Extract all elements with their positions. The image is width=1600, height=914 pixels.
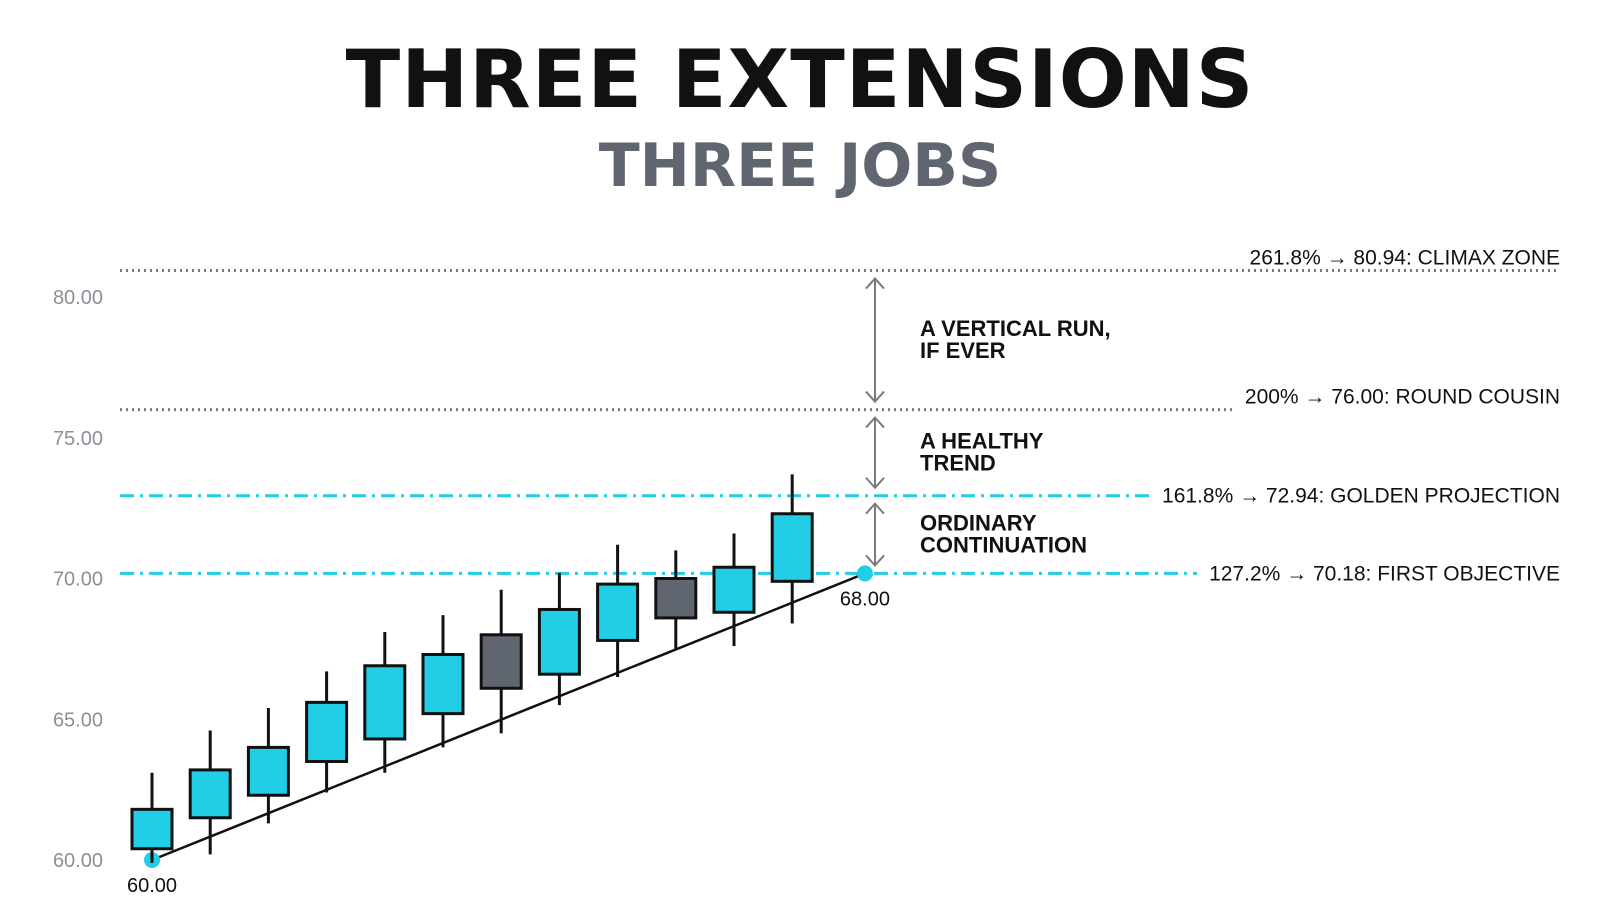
candle-body [421, 653, 465, 716]
candle-body [363, 664, 407, 741]
zone-arrow-head-down [865, 390, 885, 404]
candle-body [305, 700, 349, 763]
zone-label: IF EVER [920, 338, 1006, 363]
zone-arrow-head-up [865, 502, 885, 515]
zone-label: ORDINARY [920, 511, 1037, 536]
zone-label: CONTINUATION [920, 533, 1087, 558]
y-tick-label: 65.00 [53, 709, 103, 731]
y-tick-label: 60.00 [53, 850, 103, 872]
candle-body [246, 745, 290, 797]
zone-arrow-head-up [865, 277, 885, 290]
trend-end-label: 68.00 [840, 588, 890, 610]
zone-label: A VERTICAL RUN, [920, 316, 1111, 341]
y-tick-label: 70.00 [53, 569, 103, 591]
level-label: 161.8% → 72.94: GOLDEN PROJECTION [1162, 485, 1560, 508]
y-axis-ticks: 60.00 65.00 70.00 75.00 80.00 [53, 287, 103, 872]
candle-body [479, 633, 523, 690]
level-label: 127.2% → 70.18: FIRST OBJECTIVE [1209, 562, 1560, 585]
y-tick-label: 75.00 [53, 428, 103, 450]
trend-line [151, 572, 866, 862]
candle-body [188, 768, 232, 820]
chart-subtitle: THREE JOBS [598, 131, 1002, 201]
y-tick-label: 80.00 [53, 287, 103, 309]
candle-body [130, 807, 174, 851]
zone-arrow-head-up [865, 416, 885, 429]
zone-label: TREND [920, 451, 996, 476]
trend-end-point [856, 565, 873, 582]
candle-body [596, 582, 640, 642]
level-label: 261.8% → 80.94: CLIMAX ZONE [1250, 247, 1560, 270]
candle-body [654, 577, 698, 620]
zone-arrow-head-down [865, 554, 885, 567]
zone-arrow-head-down [865, 477, 885, 490]
zone-label: A HEALTHY [920, 429, 1044, 454]
chart-title: THREE EXTENSIONS [345, 33, 1255, 126]
trend-start-label: 60.00 [127, 875, 177, 897]
extension-levels: 261.8% → 80.94: CLIMAX ZONE 200% → 76.00:… [120, 247, 1560, 585]
level-label: 200% → 76.00: ROUND COUSIN [1245, 386, 1560, 409]
candle-body [537, 607, 581, 676]
candle-body [712, 565, 756, 614]
trend-line-group: 60.00 68.00 [127, 565, 890, 897]
candle-body [770, 512, 814, 583]
candles [130, 474, 814, 863]
